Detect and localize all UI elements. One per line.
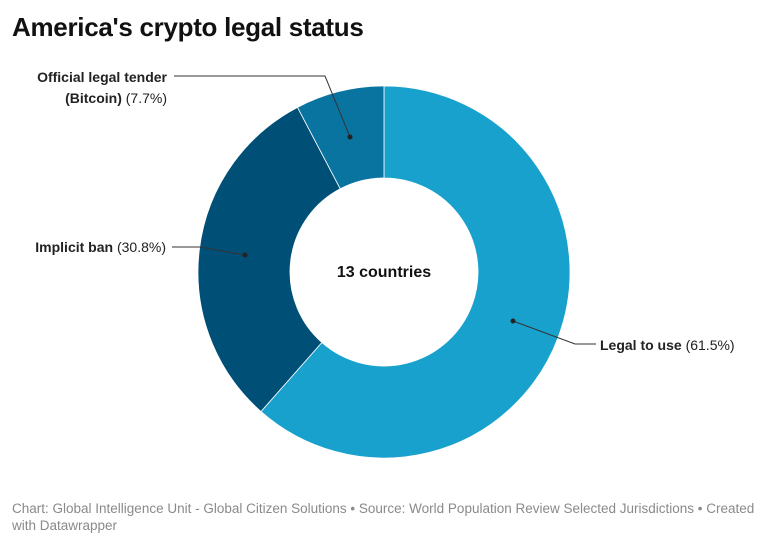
slice-2[interactable] bbox=[296, 85, 385, 190]
leader-line-0 bbox=[512, 320, 596, 345]
leader-line-2 bbox=[174, 75, 351, 138]
leader-line-1 bbox=[172, 246, 246, 256]
slice-label-1: Implicit ban (30.8%) bbox=[35, 239, 166, 255]
chart-title: America's crypto legal status bbox=[12, 12, 364, 42]
slice-label-2: (Bitcoin) (7.7%) bbox=[65, 90, 167, 106]
chart-footer: Chart: Global Intelligence Unit - Global… bbox=[12, 501, 755, 533]
center-label: 13 countries bbox=[337, 264, 431, 281]
slice-1[interactable] bbox=[197, 106, 341, 413]
leader-dot-1 bbox=[242, 252, 248, 258]
slice-label-2: Official legal tender bbox=[37, 69, 167, 85]
slice-0[interactable] bbox=[260, 85, 571, 459]
leader-dot-0 bbox=[510, 318, 516, 324]
slice-label-0: Legal to use (61.5%) bbox=[600, 337, 735, 353]
leader-dot-2 bbox=[347, 134, 353, 140]
